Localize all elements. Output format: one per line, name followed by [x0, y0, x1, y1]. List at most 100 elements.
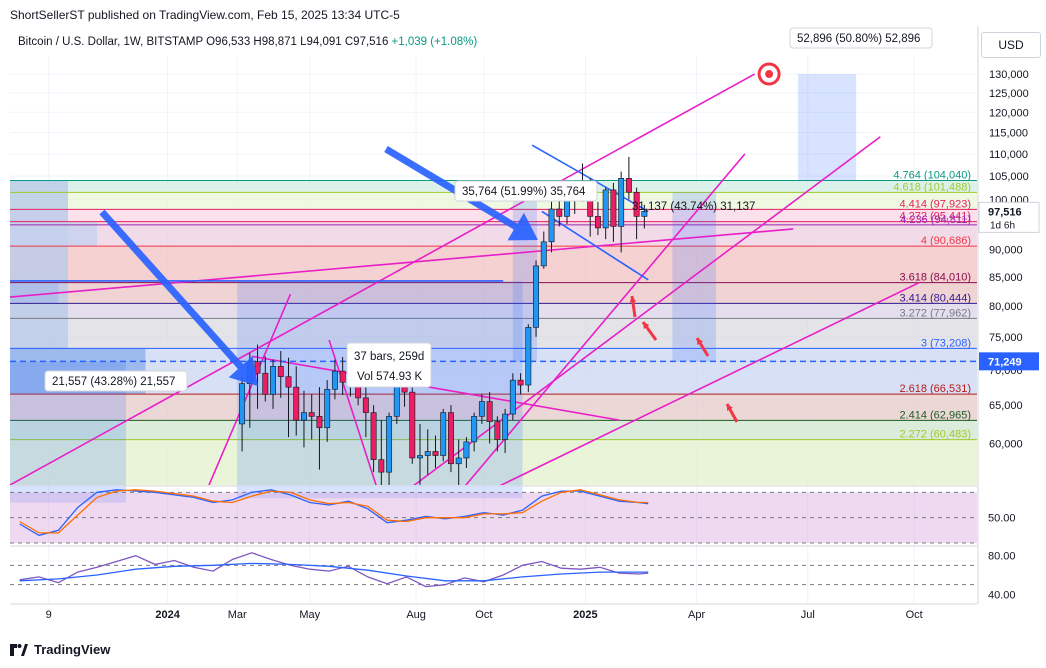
pink-fan-2-line[interactable] [397, 136, 881, 498]
candle [556, 208, 563, 217]
signal-arrow-head-icon [697, 338, 704, 345]
target-center-icon [765, 70, 774, 79]
signal-arrow-head-icon [643, 322, 650, 329]
symbol-legend: Bitcoin / U.S. Dollar, 1W, BITSTAMP O96,… [18, 36, 477, 48]
price-axis-label: 130,000 [989, 69, 1029, 81]
time-axis-label: Apr [688, 609, 705, 621]
price-axis-label: 75,000 [989, 332, 1023, 344]
measure-box-target [798, 74, 857, 181]
signal-arrow-head-icon [629, 296, 637, 303]
candle [308, 412, 315, 417]
measure-label-rally: 35,764 (51.99%) 35,764 [462, 186, 586, 198]
candle [471, 416, 478, 443]
fib-level-label: 3.618 (84,010) [899, 272, 971, 284]
candle [494, 421, 501, 440]
price-axis-label: 85,000 [989, 272, 1023, 284]
countdown-label: 1d 6h [990, 220, 1015, 231]
fib-level-label: 4 (90,686) [921, 235, 971, 247]
currency-button[interactable]: USD [981, 32, 1041, 58]
candle [594, 216, 601, 229]
fib-level-label: 3.272 (77,962) [899, 307, 971, 319]
oscillator-two-axis-label: 80.00 [988, 551, 1016, 563]
tradingview-logo-icon [10, 643, 28, 656]
pink-trend-d-line[interactable] [328, 339, 377, 489]
ohlc-values: O96,533 H98,871 L94,091 C97,516 [206, 36, 389, 48]
candle [316, 416, 323, 429]
signal-arrow-head-icon [727, 404, 733, 411]
publish-header: ShortSellerST published on TradingView.c… [10, 8, 400, 22]
pink-trend-c-line[interactable] [203, 293, 292, 498]
fib-level-label: 3 (73,208) [921, 337, 971, 349]
candle [533, 265, 540, 328]
pink-trend-a-line[interactable] [10, 228, 794, 298]
candle [370, 412, 377, 460]
pink-fan-3-line[interactable] [455, 153, 746, 498]
candle [610, 189, 617, 227]
oscillator-one-series-line [19, 489, 649, 534]
fib-band [10, 303, 977, 319]
candle [262, 372, 269, 395]
time-axis-label: 2024 [155, 609, 180, 621]
footer-brand: TradingView [34, 642, 111, 657]
fib-level-label: 4.272 (95,441) [899, 211, 971, 223]
candle [525, 327, 532, 386]
fib-band [10, 439, 977, 485]
time-axis-label: Oct [906, 609, 923, 621]
candle [432, 451, 439, 456]
pink-fan-1-line[interactable] [10, 73, 755, 485]
measure-label-early-box [44, 370, 188, 392]
pink-trend-b-line[interactable] [251, 355, 620, 421]
candle [618, 178, 625, 227]
candle [417, 455, 423, 459]
price-axis-label: 65,000 [989, 400, 1023, 412]
candle [424, 451, 431, 456]
bitcoin-chart[interactable]: 52,896 (50.80%) 52,896 35,764 (51.99%) 35… [0, 26, 1046, 636]
range-info-vol: Vol 574.93 K [357, 371, 423, 383]
price-axis-label: 110,000 [989, 149, 1028, 161]
drawing-layer [10, 73, 920, 499]
price-axis-label: 60,000 [989, 438, 1023, 450]
price-axis-label: 90,000 [989, 245, 1023, 257]
price-axis-label: 80,000 [989, 301, 1023, 313]
candle [463, 441, 470, 459]
candle [386, 416, 393, 473]
measure-label-target-box [789, 27, 933, 49]
candle [540, 241, 547, 267]
time-axis-label: 9 [46, 609, 52, 621]
volume-profile-block [10, 282, 59, 304]
fib-band [10, 224, 977, 247]
fib-band [10, 420, 977, 440]
pink-fan-4-line[interactable] [474, 281, 920, 499]
candle [270, 366, 276, 395]
candle [602, 189, 609, 229]
time-axis-label: 2025 [573, 609, 597, 621]
candle [277, 366, 284, 377]
tradingview-footer[interactable]: TradingView [10, 642, 110, 657]
candle [254, 361, 261, 374]
volume-profile-block [10, 221, 98, 247]
fib-level-label: 4.764 (104,040) [893, 169, 971, 181]
candle [293, 386, 300, 421]
measure-box-rally [512, 180, 538, 362]
candle [486, 401, 493, 422]
candle [301, 412, 307, 421]
price-axis-label: 120,000 [989, 107, 1029, 119]
candle [362, 397, 369, 413]
candle [285, 376, 292, 388]
fib-level-label: 2.618 (66,531) [899, 383, 971, 395]
fib-level-label: 2.414 (62,965) [899, 409, 971, 421]
price-axis-label: 125,000 [989, 88, 1029, 100]
candle [548, 208, 555, 243]
range-info-bars: 37 bars, 259d [354, 351, 424, 363]
candle [339, 370, 346, 383]
candle [625, 178, 632, 193]
pointer-arrow-icon [99, 209, 258, 386]
line-price-tag [979, 352, 1039, 371]
candle [509, 379, 516, 415]
last-price-tag [978, 201, 1040, 233]
symbol-label: Bitcoin / U.S. Dollar, 1W, BITSTAMP [18, 36, 203, 48]
candle [455, 457, 462, 465]
fib-level-label: 3.414 (80,444) [899, 292, 971, 304]
fib-level-label: 2.272 (60,483) [899, 429, 971, 441]
price-axis-label: 105,000 [989, 171, 1029, 183]
